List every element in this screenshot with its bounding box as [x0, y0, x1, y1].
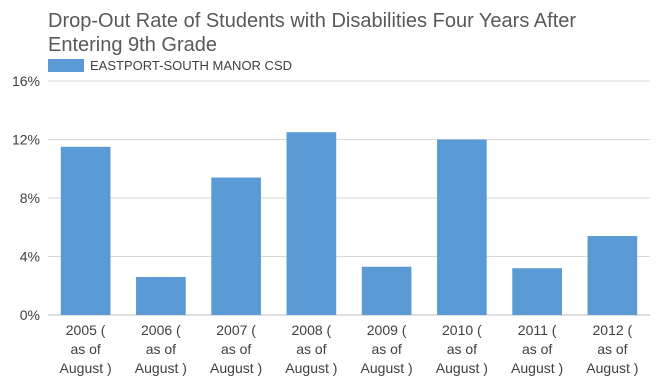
y-tick-label: 8%: [20, 190, 40, 206]
bar: [587, 236, 638, 315]
y-tick-label: 16%: [12, 73, 40, 89]
legend-label: EASTPORT-SOUTH MANOR CSD: [90, 58, 292, 73]
chart-title-line-1: Drop-Out Rate of Students with Disabilit…: [48, 10, 576, 32]
x-category-label: 2006 (as of August ): [135, 322, 187, 376]
bar: [437, 139, 487, 315]
y-axis-ticks: 0% 4% 8% 12% 16%: [12, 73, 40, 323]
x-category-label: 2011 (as of August ): [511, 322, 563, 376]
bar: [361, 266, 412, 315]
x-category-label: 2010 (as of August ): [436, 322, 488, 376]
bar: [60, 146, 111, 315]
bar: [512, 268, 562, 315]
x-category-label: 2012 (as of August ): [586, 322, 638, 376]
chart-title-line-2: Entering 9th Grade: [48, 34, 217, 56]
bar: [286, 132, 337, 315]
x-axis-categories: 2005 (as of August ) 2006 (as of August ) 20…: [60, 322, 639, 376]
x-category-label: 2008 (as of August ): [285, 322, 337, 376]
y-tick-label: 4%: [20, 249, 40, 265]
y-tick-label: 12%: [12, 132, 40, 148]
x-category-label: 2005 (as of August ): [60, 322, 112, 376]
x-category-label: 2009 (as of August ): [361, 322, 413, 376]
bars: [60, 132, 638, 315]
bar: [136, 276, 186, 315]
legend-swatch: [48, 59, 84, 72]
bar: [211, 177, 261, 315]
x-category-label: 2007 (as of August ): [210, 322, 262, 376]
y-tick-label: 0%: [20, 307, 40, 323]
